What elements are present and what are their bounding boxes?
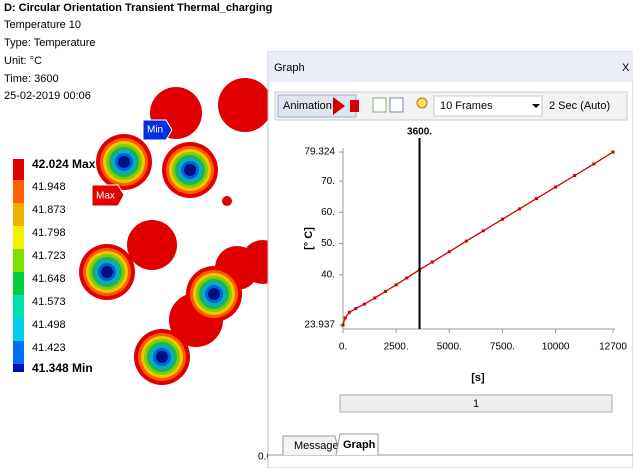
x-tick-label: 0.: [339, 342, 347, 353]
min-probe: Min: [143, 120, 172, 140]
data-point: [363, 303, 366, 306]
data-point: [354, 307, 357, 310]
legend-bar: [13, 159, 24, 372]
data-point: [612, 151, 615, 154]
legend-label: 41.723: [32, 250, 66, 262]
data-point: [344, 316, 347, 319]
min-label: Min: [147, 125, 163, 136]
data-point: [573, 174, 576, 177]
graph-window: Graph X Animation 10 Frames 2 Sec (Auto)…: [268, 52, 633, 468]
info-line: Type: Temperature: [4, 37, 96, 49]
close-button[interactable]: X: [622, 62, 630, 74]
hint-icon[interactable]: [417, 98, 427, 108]
data-point: [384, 290, 387, 293]
data-point: [501, 218, 504, 221]
info-line: Temperature 10: [4, 19, 81, 31]
x-tick-label: 2500.: [384, 342, 409, 353]
speed-value[interactable]: 2 Sec (Auto): [549, 100, 610, 112]
screen: D: Circular Orientation Transient Therma…: [0, 0, 633, 468]
frames-icon[interactable]: [373, 98, 386, 112]
x-tick-label: 12700: [599, 342, 627, 353]
info-line: 25-02-2019 00:06: [4, 90, 91, 102]
legend-label: 41.873: [32, 204, 66, 216]
data-point: [373, 296, 376, 299]
y-tick-label: 70.: [321, 176, 335, 187]
data-point: [431, 261, 434, 264]
data-point: [518, 207, 521, 210]
y-tick-label: 79.324: [304, 147, 335, 158]
data-point: [348, 311, 351, 314]
y-tick-label: 50.: [321, 238, 335, 249]
window-title: Graph: [274, 62, 305, 74]
frames-value: 10 Frames: [440, 100, 493, 112]
x-tick-label: 7500.: [490, 342, 515, 353]
data-point: [554, 186, 557, 189]
frames-icon[interactable]: [390, 98, 403, 112]
legend-label: 41.423: [32, 342, 66, 354]
tab-label: Graph: [343, 439, 376, 451]
y-tick-label: 23.937: [304, 320, 335, 331]
slider-value: 1: [473, 398, 479, 410]
info-line: Time: 3600: [4, 73, 59, 85]
y-tick-label: 60.: [321, 207, 335, 218]
y-tick-label: 40.: [321, 269, 335, 280]
data-point: [535, 197, 538, 200]
legend-label: 41.798: [32, 227, 66, 239]
legend-label: 41.573: [32, 296, 66, 308]
animation-label[interactable]: Animation: [283, 100, 332, 112]
data-point: [465, 240, 468, 243]
x-axis-label: [s]: [471, 372, 485, 384]
y-axis-label: [° C]: [303, 227, 315, 250]
data-point: [592, 162, 595, 165]
data-point: [342, 324, 345, 327]
max-label: Max: [96, 191, 115, 202]
data-point: [448, 250, 451, 253]
legend-label: 41.498: [32, 319, 66, 331]
data-point: [395, 283, 398, 286]
x-tick-label: 10000: [542, 342, 570, 353]
stop-button[interactable]: [350, 100, 359, 112]
data-point: [482, 229, 485, 232]
x-tick-label: 5000.: [437, 342, 462, 353]
model-title: D: Circular Orientation Transient Therma…: [4, 2, 272, 14]
legend-label: 42.024 Max: [32, 157, 96, 171]
max-probe: Max: [92, 185, 124, 206]
data-point: [405, 276, 408, 279]
legend-label: 41.648: [32, 273, 66, 285]
model-view: [79, 78, 285, 385]
cursor-label: 3600.: [407, 127, 432, 138]
legend-label: 41.348 Min: [32, 361, 93, 375]
legend-label: 41.948: [32, 181, 66, 193]
info-line: Unit: °C: [4, 55, 42, 67]
